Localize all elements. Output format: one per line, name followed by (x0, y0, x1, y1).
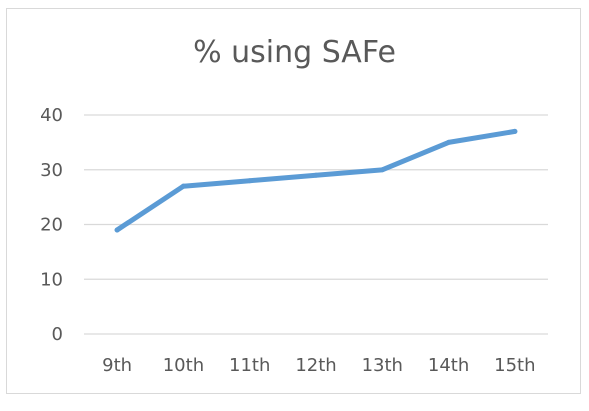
x-tick-label: 9th (102, 355, 132, 376)
x-tick-label: 12th (295, 355, 336, 376)
series-line-group (114, 128, 518, 233)
x-tick-label: 15th (494, 355, 535, 376)
y-axis-tick-labels: 0 10 20 30 40 (40, 105, 63, 345)
gridlines (84, 114, 548, 335)
data-point (446, 139, 452, 145)
x-tick-label: 13th (362, 355, 403, 376)
y-tick-label: 20 (40, 215, 63, 236)
y-tick-label: 40 (40, 105, 63, 126)
x-axis-tick-labels: 9th 10th 11th 12th 13th 14th 15th (102, 355, 535, 376)
data-point (114, 227, 120, 233)
chart-frame (6, 8, 581, 394)
x-tick-label: 14th (428, 355, 469, 376)
y-tick-label: 30 (40, 160, 63, 181)
y-tick-label: 0 (52, 324, 63, 345)
chart-title: % using SAFe (193, 35, 396, 70)
y-tick-label: 10 (40, 269, 63, 290)
x-tick-label: 10th (163, 355, 204, 376)
data-point (379, 167, 385, 173)
data-point (313, 172, 319, 178)
x-tick-label: 11th (229, 355, 270, 376)
data-point (247, 178, 253, 184)
series-line (114, 128, 518, 233)
data-point (512, 128, 518, 134)
data-point (180, 183, 186, 189)
